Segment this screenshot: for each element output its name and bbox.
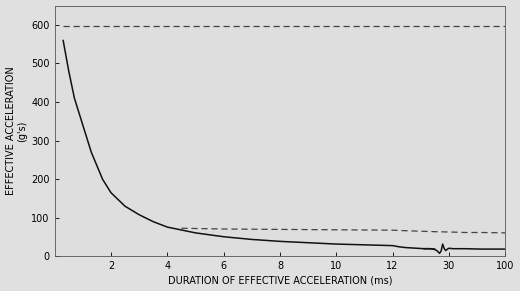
X-axis label: DURATION OF EFFECTIVE ACCELERATION (ms): DURATION OF EFFECTIVE ACCELERATION (ms) [168,276,392,285]
Y-axis label: EFFECTIVE ACCELERATION
(g's): EFFECTIVE ACCELERATION (g's) [6,67,27,195]
